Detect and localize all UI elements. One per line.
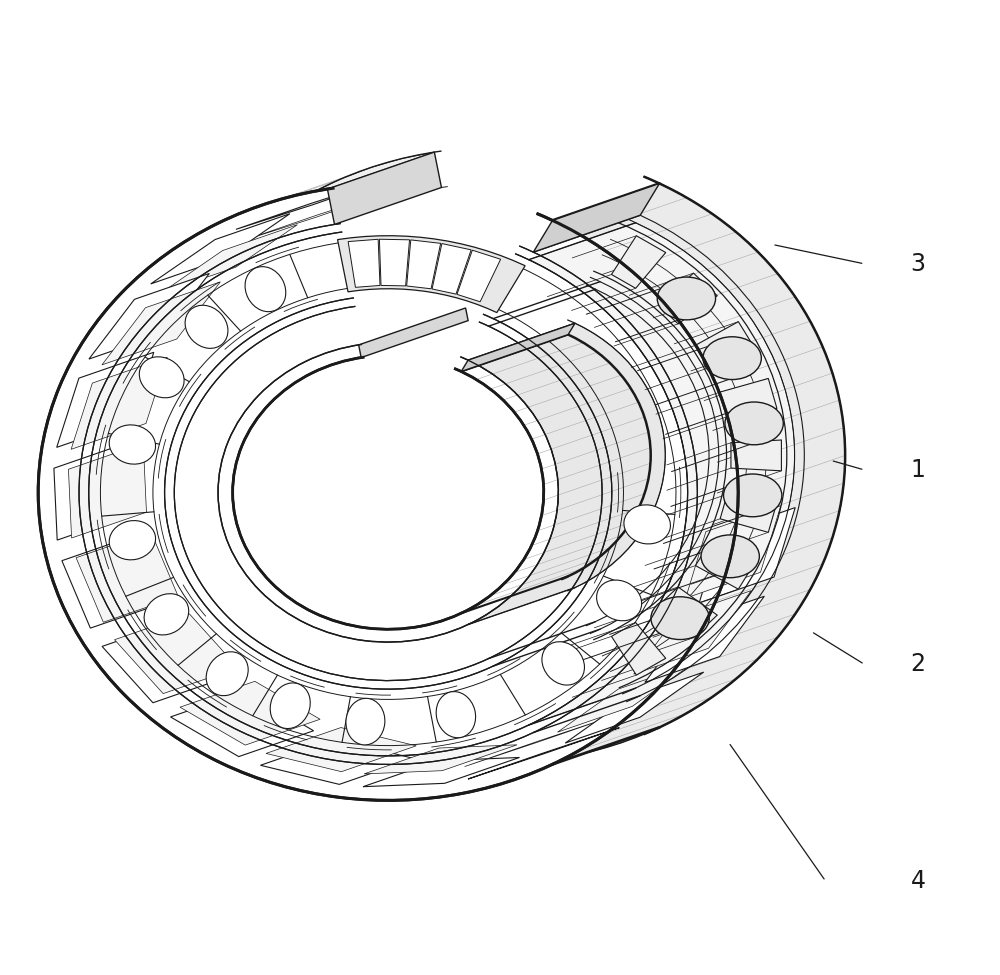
Polygon shape xyxy=(364,745,517,774)
Ellipse shape xyxy=(597,580,642,621)
Polygon shape xyxy=(731,440,781,471)
Polygon shape xyxy=(557,663,693,732)
Polygon shape xyxy=(161,224,297,293)
Polygon shape xyxy=(720,378,777,416)
Ellipse shape xyxy=(270,682,310,728)
Ellipse shape xyxy=(109,425,156,464)
Polygon shape xyxy=(266,727,416,771)
Polygon shape xyxy=(695,322,755,368)
Polygon shape xyxy=(407,240,441,289)
Polygon shape xyxy=(89,196,794,756)
Polygon shape xyxy=(89,273,209,359)
Ellipse shape xyxy=(701,535,759,578)
Ellipse shape xyxy=(703,336,761,379)
Ellipse shape xyxy=(657,277,716,320)
Polygon shape xyxy=(686,506,781,598)
Ellipse shape xyxy=(245,266,286,312)
Ellipse shape xyxy=(436,691,476,738)
Polygon shape xyxy=(260,739,414,784)
Polygon shape xyxy=(553,183,845,764)
Text: 1: 1 xyxy=(911,458,925,482)
Ellipse shape xyxy=(724,474,782,517)
Ellipse shape xyxy=(725,402,783,445)
Polygon shape xyxy=(611,236,666,289)
Polygon shape xyxy=(461,324,575,371)
Polygon shape xyxy=(432,244,471,294)
Polygon shape xyxy=(62,535,165,628)
Ellipse shape xyxy=(144,594,189,635)
Ellipse shape xyxy=(542,642,584,685)
Ellipse shape xyxy=(185,305,228,348)
Polygon shape xyxy=(565,672,704,743)
Polygon shape xyxy=(699,508,795,603)
Polygon shape xyxy=(465,717,613,766)
Polygon shape xyxy=(76,531,178,622)
Polygon shape xyxy=(695,543,755,589)
Polygon shape xyxy=(38,152,845,800)
Polygon shape xyxy=(115,614,238,693)
Polygon shape xyxy=(57,352,154,448)
Polygon shape xyxy=(102,282,220,365)
Polygon shape xyxy=(68,444,146,538)
Polygon shape xyxy=(151,214,290,284)
Polygon shape xyxy=(720,494,777,532)
Polygon shape xyxy=(243,191,391,241)
Polygon shape xyxy=(348,239,380,288)
Polygon shape xyxy=(529,222,795,725)
Ellipse shape xyxy=(89,229,688,756)
Polygon shape xyxy=(468,324,665,625)
Text: 3: 3 xyxy=(911,252,926,276)
Polygon shape xyxy=(363,758,520,787)
Polygon shape xyxy=(611,623,666,675)
Text: 4: 4 xyxy=(911,870,926,893)
Polygon shape xyxy=(659,587,717,638)
Polygon shape xyxy=(327,152,441,224)
Ellipse shape xyxy=(624,505,670,544)
Ellipse shape xyxy=(346,698,385,745)
Polygon shape xyxy=(71,357,167,449)
Polygon shape xyxy=(457,251,501,302)
Polygon shape xyxy=(634,591,751,674)
Polygon shape xyxy=(171,691,314,757)
Polygon shape xyxy=(338,236,525,313)
Polygon shape xyxy=(236,178,388,229)
Ellipse shape xyxy=(651,597,709,640)
Text: 2: 2 xyxy=(911,652,926,677)
Polygon shape xyxy=(645,597,764,682)
Polygon shape xyxy=(359,308,468,358)
Ellipse shape xyxy=(206,651,248,695)
Polygon shape xyxy=(659,273,717,324)
Polygon shape xyxy=(102,620,228,703)
Polygon shape xyxy=(54,443,132,540)
Polygon shape xyxy=(533,183,659,253)
Ellipse shape xyxy=(38,184,738,800)
Ellipse shape xyxy=(109,521,156,560)
Polygon shape xyxy=(468,727,619,779)
Polygon shape xyxy=(379,239,410,286)
Polygon shape xyxy=(180,682,320,745)
Ellipse shape xyxy=(139,357,184,398)
